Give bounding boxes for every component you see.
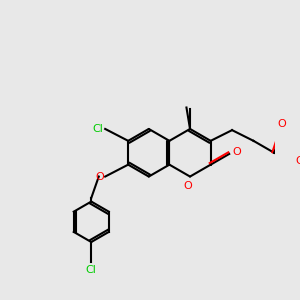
Text: Cl: Cl	[86, 265, 97, 275]
Text: O: O	[95, 172, 104, 182]
Text: O: O	[278, 118, 286, 129]
Text: O: O	[233, 147, 242, 157]
Text: O: O	[295, 156, 300, 166]
Text: Cl: Cl	[92, 124, 104, 134]
Text: O: O	[184, 181, 193, 191]
